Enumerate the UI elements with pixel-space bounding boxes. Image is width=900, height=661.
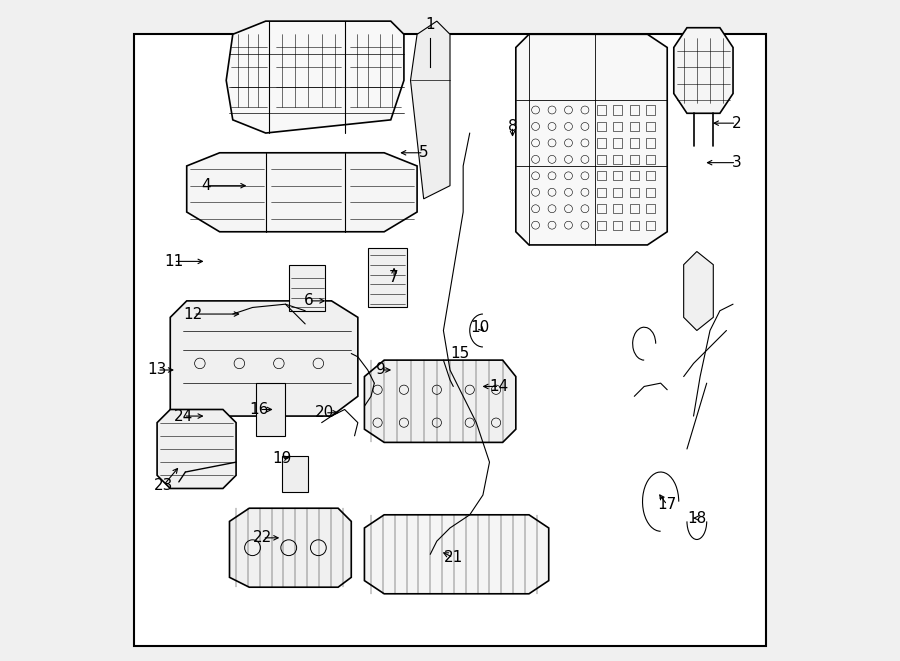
Text: 16: 16 bbox=[249, 402, 269, 417]
Polygon shape bbox=[516, 34, 667, 245]
Text: 1: 1 bbox=[426, 17, 435, 32]
Bar bbox=[613, 204, 623, 214]
Bar bbox=[646, 122, 655, 131]
Bar bbox=[630, 171, 639, 180]
Bar bbox=[646, 171, 655, 180]
Bar bbox=[597, 204, 606, 214]
Text: 8: 8 bbox=[508, 119, 518, 134]
Text: 10: 10 bbox=[470, 320, 490, 334]
Bar bbox=[613, 188, 623, 197]
Polygon shape bbox=[368, 249, 407, 307]
Bar bbox=[597, 155, 606, 164]
Text: 13: 13 bbox=[148, 362, 166, 377]
FancyBboxPatch shape bbox=[134, 34, 766, 646]
Bar bbox=[630, 155, 639, 164]
Bar bbox=[630, 188, 639, 197]
Bar bbox=[630, 138, 639, 147]
Polygon shape bbox=[289, 264, 325, 311]
Bar bbox=[597, 171, 606, 180]
Polygon shape bbox=[230, 508, 351, 587]
Text: 4: 4 bbox=[202, 178, 211, 193]
Text: 2: 2 bbox=[732, 116, 741, 131]
Polygon shape bbox=[364, 515, 549, 594]
Text: 24: 24 bbox=[174, 408, 193, 424]
Text: 7: 7 bbox=[389, 270, 399, 286]
Text: 11: 11 bbox=[164, 254, 184, 269]
Bar bbox=[646, 188, 655, 197]
Bar bbox=[597, 188, 606, 197]
Bar bbox=[597, 105, 606, 114]
Text: 23: 23 bbox=[154, 478, 174, 492]
Bar bbox=[646, 204, 655, 214]
Bar bbox=[613, 155, 623, 164]
Bar bbox=[597, 221, 606, 230]
Bar bbox=[646, 105, 655, 114]
Bar bbox=[613, 138, 623, 147]
Bar bbox=[597, 138, 606, 147]
Bar bbox=[630, 105, 639, 114]
Bar bbox=[613, 122, 623, 131]
Polygon shape bbox=[364, 360, 516, 442]
Text: 19: 19 bbox=[273, 451, 292, 467]
Bar bbox=[646, 221, 655, 230]
Text: 17: 17 bbox=[658, 498, 677, 512]
Polygon shape bbox=[186, 153, 417, 232]
Text: 9: 9 bbox=[376, 362, 386, 377]
Text: 18: 18 bbox=[688, 510, 706, 525]
Polygon shape bbox=[410, 21, 450, 199]
Text: 6: 6 bbox=[303, 293, 313, 309]
Polygon shape bbox=[226, 21, 404, 133]
Bar bbox=[630, 204, 639, 214]
Text: 22: 22 bbox=[253, 530, 272, 545]
Text: 15: 15 bbox=[450, 346, 470, 361]
Bar bbox=[597, 122, 606, 131]
Text: 12: 12 bbox=[184, 307, 202, 321]
Text: 21: 21 bbox=[444, 550, 463, 565]
Polygon shape bbox=[684, 252, 714, 330]
Polygon shape bbox=[674, 28, 733, 113]
Bar bbox=[613, 105, 623, 114]
Bar bbox=[646, 138, 655, 147]
Bar bbox=[630, 122, 639, 131]
Polygon shape bbox=[158, 409, 236, 488]
Bar bbox=[630, 221, 639, 230]
Text: 14: 14 bbox=[490, 379, 509, 394]
Text: 20: 20 bbox=[315, 405, 335, 420]
Bar bbox=[646, 155, 655, 164]
Text: 3: 3 bbox=[732, 155, 742, 170]
Polygon shape bbox=[170, 301, 358, 416]
Bar bbox=[613, 221, 623, 230]
Bar bbox=[613, 171, 623, 180]
Polygon shape bbox=[283, 455, 309, 492]
Polygon shape bbox=[256, 383, 285, 436]
Text: 5: 5 bbox=[418, 145, 428, 160]
